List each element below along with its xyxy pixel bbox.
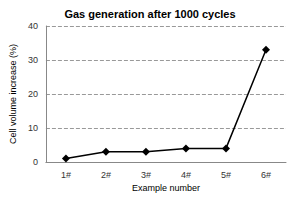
svg-text:4#: 4# <box>181 170 191 180</box>
svg-text:Example number: Example number <box>132 183 200 193</box>
svg-text:3#: 3# <box>141 170 151 180</box>
svg-text:2#: 2# <box>101 170 111 180</box>
svg-text:Gas generation after 1000 cycl: Gas generation after 1000 cycles <box>64 8 235 20</box>
svg-text:40: 40 <box>28 21 38 31</box>
svg-text:30: 30 <box>28 55 38 65</box>
svg-text:10: 10 <box>28 123 38 133</box>
svg-text:0: 0 <box>33 157 38 167</box>
svg-text:20: 20 <box>28 89 38 99</box>
svg-text:Cell volume increase (%): Cell volume increase (%) <box>8 44 18 144</box>
svg-text:1#: 1# <box>61 170 71 180</box>
svg-text:5#: 5# <box>221 170 231 180</box>
svg-text:6#: 6# <box>261 170 271 180</box>
